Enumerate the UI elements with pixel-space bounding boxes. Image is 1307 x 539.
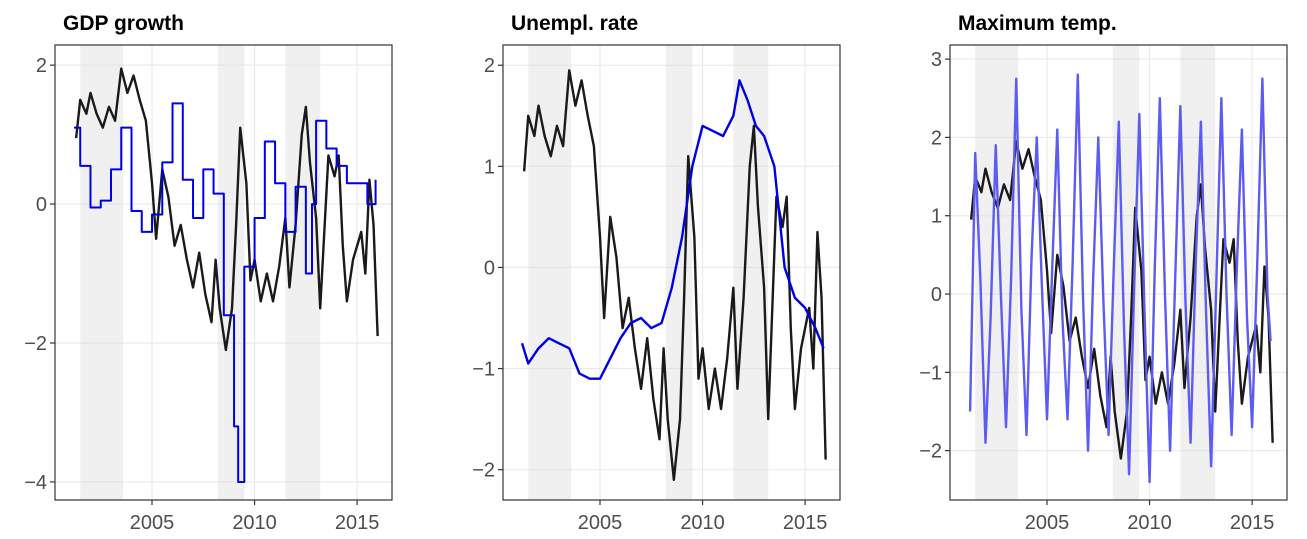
chart-title: GDP growth xyxy=(63,12,184,35)
chart-title: Unempl. rate xyxy=(511,12,638,35)
y-tick-label: 1 xyxy=(484,156,495,178)
y-tick-label: 2 xyxy=(484,55,495,77)
panel: 2 0 −2 −4 2005 2010 2015 GDP growth xyxy=(24,12,393,534)
y-tick-label: −4 xyxy=(24,472,47,494)
y-tick-label: −2 xyxy=(472,460,495,482)
plot-background xyxy=(503,45,840,500)
chart-title: Maximum temp. xyxy=(958,12,1117,35)
y-tick-label: 3 xyxy=(931,49,942,71)
y-tick-label: 1 xyxy=(931,206,942,228)
panel-border xyxy=(949,44,1288,501)
x-tick-label: 2005 xyxy=(130,512,175,534)
y-tick-label: 0 xyxy=(931,284,942,306)
x-tick-label: 2005 xyxy=(1025,512,1070,534)
y-tick-label: −2 xyxy=(24,333,47,355)
series-line xyxy=(74,102,377,483)
series-line xyxy=(969,140,1274,460)
series-line xyxy=(968,73,1272,484)
x-tick-label: 2015 xyxy=(1230,512,1275,534)
x-tick-label: 2010 xyxy=(1127,512,1172,534)
panel: 2 1 0 −1 −2 2005 2010 2015 Unempl. rate xyxy=(472,12,841,534)
x-tick-label: 2010 xyxy=(232,512,277,534)
y-tick-label: 0 xyxy=(484,257,495,279)
y-tick-label: −2 xyxy=(919,441,942,463)
y-tick-label: 2 xyxy=(931,127,942,149)
panel-border xyxy=(502,44,841,501)
panel: 3 2 1 0 −1 −2 2005 2010 2015 Maximum temp. xyxy=(919,12,1288,534)
y-tick-label: 2 xyxy=(36,55,47,77)
x-tick-label: 2010 xyxy=(680,512,725,534)
y-tick-label: −1 xyxy=(919,362,942,384)
x-tick-label: 2005 xyxy=(578,512,623,534)
x-tick-label: 2015 xyxy=(335,512,380,534)
panel-border xyxy=(54,44,393,501)
shaded-period xyxy=(217,45,245,500)
series-line xyxy=(522,69,827,481)
y-tick-label: −1 xyxy=(472,359,495,381)
series-line xyxy=(520,79,825,380)
y-tick-label: 0 xyxy=(36,194,47,216)
x-tick-label: 2015 xyxy=(783,512,828,534)
